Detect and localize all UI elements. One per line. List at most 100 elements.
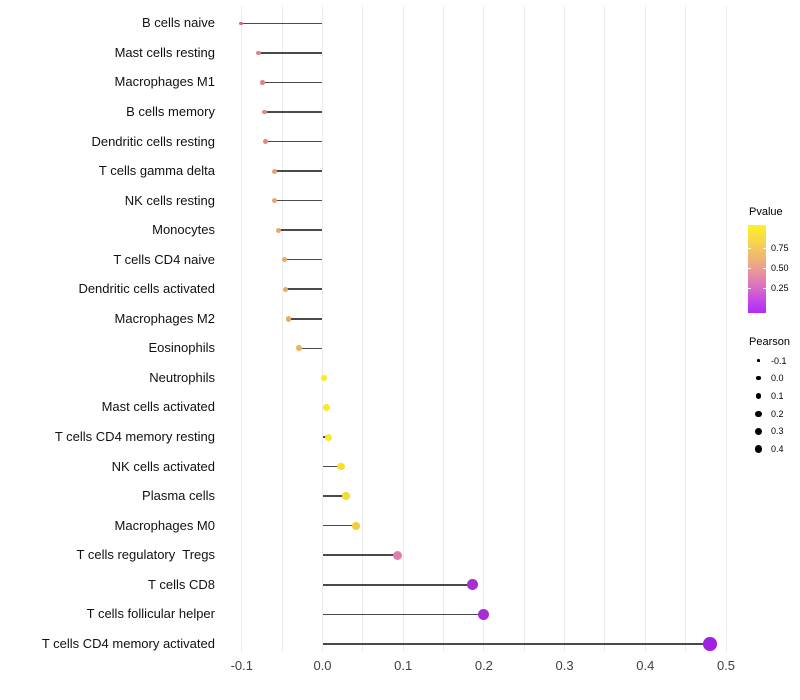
lollipop-stem <box>284 258 323 261</box>
pvalue-gradient-bar <box>748 225 766 313</box>
x-tick-label: 0.0 <box>313 658 332 673</box>
lollipop-stem <box>322 613 484 616</box>
lollipop-stem <box>265 140 323 143</box>
category-label: Plasma cells <box>142 488 215 504</box>
pearson-size-label: 0.2 <box>771 408 784 419</box>
category-label: T cells gamma delta <box>98 163 215 179</box>
gridline <box>322 6 323 652</box>
x-tick-label: 0.2 <box>474 658 493 673</box>
lollipop-stem <box>264 111 323 113</box>
pearson-size-label: -0.1 <box>771 355 787 366</box>
pearson-size-dot <box>756 375 761 381</box>
category-label: Dendritic cells resting <box>91 133 215 149</box>
lollipop-point <box>337 462 345 471</box>
category-label: Macrophages M0 <box>114 517 215 533</box>
category-label: Neutrophils <box>149 369 215 385</box>
lollipop-point <box>320 374 328 382</box>
gridline <box>644 6 646 652</box>
pvalue-tick-label: 0.50 <box>771 263 789 273</box>
lollipop-point <box>342 492 350 500</box>
lollipop-point <box>323 404 330 411</box>
pvalue-tickmark <box>763 287 766 289</box>
lollipop-point <box>392 550 403 560</box>
category-label: B cells naive <box>142 15 215 31</box>
category-label: T cells CD8 <box>148 576 215 592</box>
lollipop-stem <box>322 643 710 645</box>
lollipop-stem <box>274 170 323 172</box>
gridline <box>685 6 687 652</box>
lollipop-point <box>256 50 262 56</box>
lollipop-point <box>239 21 243 25</box>
category-label: B cells memory <box>126 103 215 119</box>
gridline <box>241 6 243 652</box>
lollipop-stem <box>274 199 323 202</box>
category-label: Mast cells activated <box>101 399 215 415</box>
gridline <box>725 6 727 652</box>
lollipop-stem <box>258 52 323 54</box>
pvalue-tickmark <box>763 267 766 269</box>
pearson-size-dot <box>755 427 762 435</box>
category-label: Monocytes <box>152 222 215 238</box>
gridline <box>281 6 283 652</box>
x-tick-label: 0.3 <box>555 658 574 673</box>
lollipop-point <box>325 433 333 441</box>
lollipop-point <box>272 198 278 204</box>
category-label: T cells CD4 naive <box>113 251 215 267</box>
pearson-size-label: 0.1 <box>771 390 784 401</box>
lollipop-stem <box>299 347 323 350</box>
pearson-size-dot <box>757 359 760 362</box>
category-label: T cells CD4 memory activated <box>41 635 215 651</box>
lollipop-point <box>352 521 361 530</box>
category-label: T cells regulatory Tregs <box>76 547 215 563</box>
gridline <box>564 6 566 652</box>
lollipop-stem <box>285 288 323 291</box>
gridline <box>604 6 606 652</box>
x-tick-label: 0.1 <box>394 658 413 673</box>
lollipop-stem <box>322 495 346 497</box>
lollipop-point <box>285 316 292 322</box>
lollipop-stem <box>240 22 323 25</box>
lollipop-point <box>262 139 268 144</box>
pearson-size-dot <box>754 445 763 453</box>
category-label: Macrophages M2 <box>114 310 215 326</box>
pvalue-tickmark <box>763 247 766 249</box>
category-label: Mast cells resting <box>114 44 215 60</box>
lollipop-point <box>296 345 302 352</box>
pvalue-tick-label: 0.75 <box>771 243 789 253</box>
category-label: NK cells resting <box>124 192 215 208</box>
lollipop-point <box>271 168 277 174</box>
category-label: Eosinophils <box>148 340 216 356</box>
lollipop-point <box>281 257 288 263</box>
lollipop-stem <box>278 229 323 231</box>
pearson-size-label: 0.4 <box>771 444 784 454</box>
pvalue-tick-label: 0.25 <box>771 283 789 293</box>
category-label: Macrophages M1 <box>114 74 215 90</box>
pearson-size-label: 0.0 <box>771 373 784 384</box>
gridline <box>523 6 525 652</box>
x-tick-label: 0.5 <box>716 658 736 673</box>
pvalue-tickmark <box>748 287 751 289</box>
lollipop-point <box>282 286 289 292</box>
lollipop-stem <box>322 554 398 556</box>
gridline <box>362 6 364 652</box>
lollipop-point <box>703 637 717 651</box>
pearson-size-dot <box>755 393 762 399</box>
pearson-size-label: 0.3 <box>771 426 784 437</box>
lollipop-point <box>261 109 267 115</box>
lollipop-point <box>478 608 490 620</box>
lollipop-point <box>467 579 478 591</box>
category-label: T cells follicular helper <box>86 606 215 622</box>
gridline <box>483 6 485 652</box>
category-label: T cells CD4 memory resting <box>54 429 215 444</box>
lollipop-stem <box>322 524 357 527</box>
x-tick-label: 0.4 <box>636 658 655 673</box>
x-tick-label: -0.1 <box>230 658 253 673</box>
category-label: NK cells activated <box>111 458 215 474</box>
pearson-size-dot <box>755 410 762 417</box>
lollipop-point <box>275 227 281 233</box>
lollipop-stem <box>322 583 473 586</box>
lollipop-stem <box>322 465 342 468</box>
pvalue-legend-title: Pvalue <box>749 206 783 218</box>
lollipop-stem <box>262 81 323 84</box>
